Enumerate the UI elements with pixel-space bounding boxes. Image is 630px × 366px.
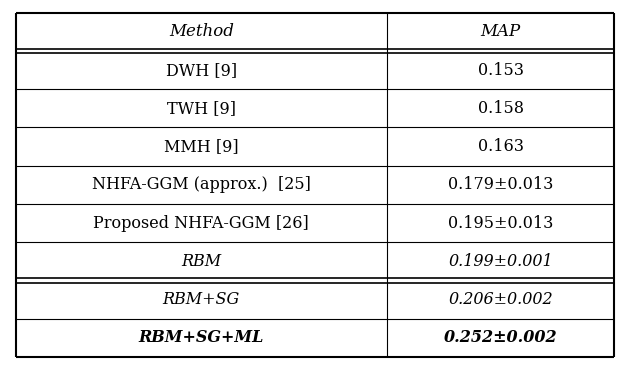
Text: 0.179±0.013: 0.179±0.013 xyxy=(448,176,553,193)
Text: 0.163: 0.163 xyxy=(478,138,524,155)
Text: MAP: MAP xyxy=(481,23,520,40)
Text: RBM: RBM xyxy=(181,253,221,270)
Text: TWH [9]: TWH [9] xyxy=(167,100,236,117)
Text: Method: Method xyxy=(169,23,234,40)
Text: DWH [9]: DWH [9] xyxy=(166,61,237,79)
Text: MMH [9]: MMH [9] xyxy=(164,138,239,155)
Text: RBM+SG+ML: RBM+SG+ML xyxy=(139,329,264,346)
Text: NHFA-GGM (approx.)  [25]: NHFA-GGM (approx.) [25] xyxy=(92,176,311,193)
Text: 0.153: 0.153 xyxy=(478,61,524,79)
Text: 0.158: 0.158 xyxy=(478,100,524,117)
Text: Proposed NHFA-GGM [26]: Proposed NHFA-GGM [26] xyxy=(93,214,309,232)
Text: 0.206±0.002: 0.206±0.002 xyxy=(448,291,553,308)
Text: RBM+SG: RBM+SG xyxy=(163,291,240,308)
Text: 0.195±0.013: 0.195±0.013 xyxy=(448,214,553,232)
Text: 0.199±0.001: 0.199±0.001 xyxy=(448,253,553,270)
Text: 0.252±0.002: 0.252±0.002 xyxy=(444,329,558,346)
